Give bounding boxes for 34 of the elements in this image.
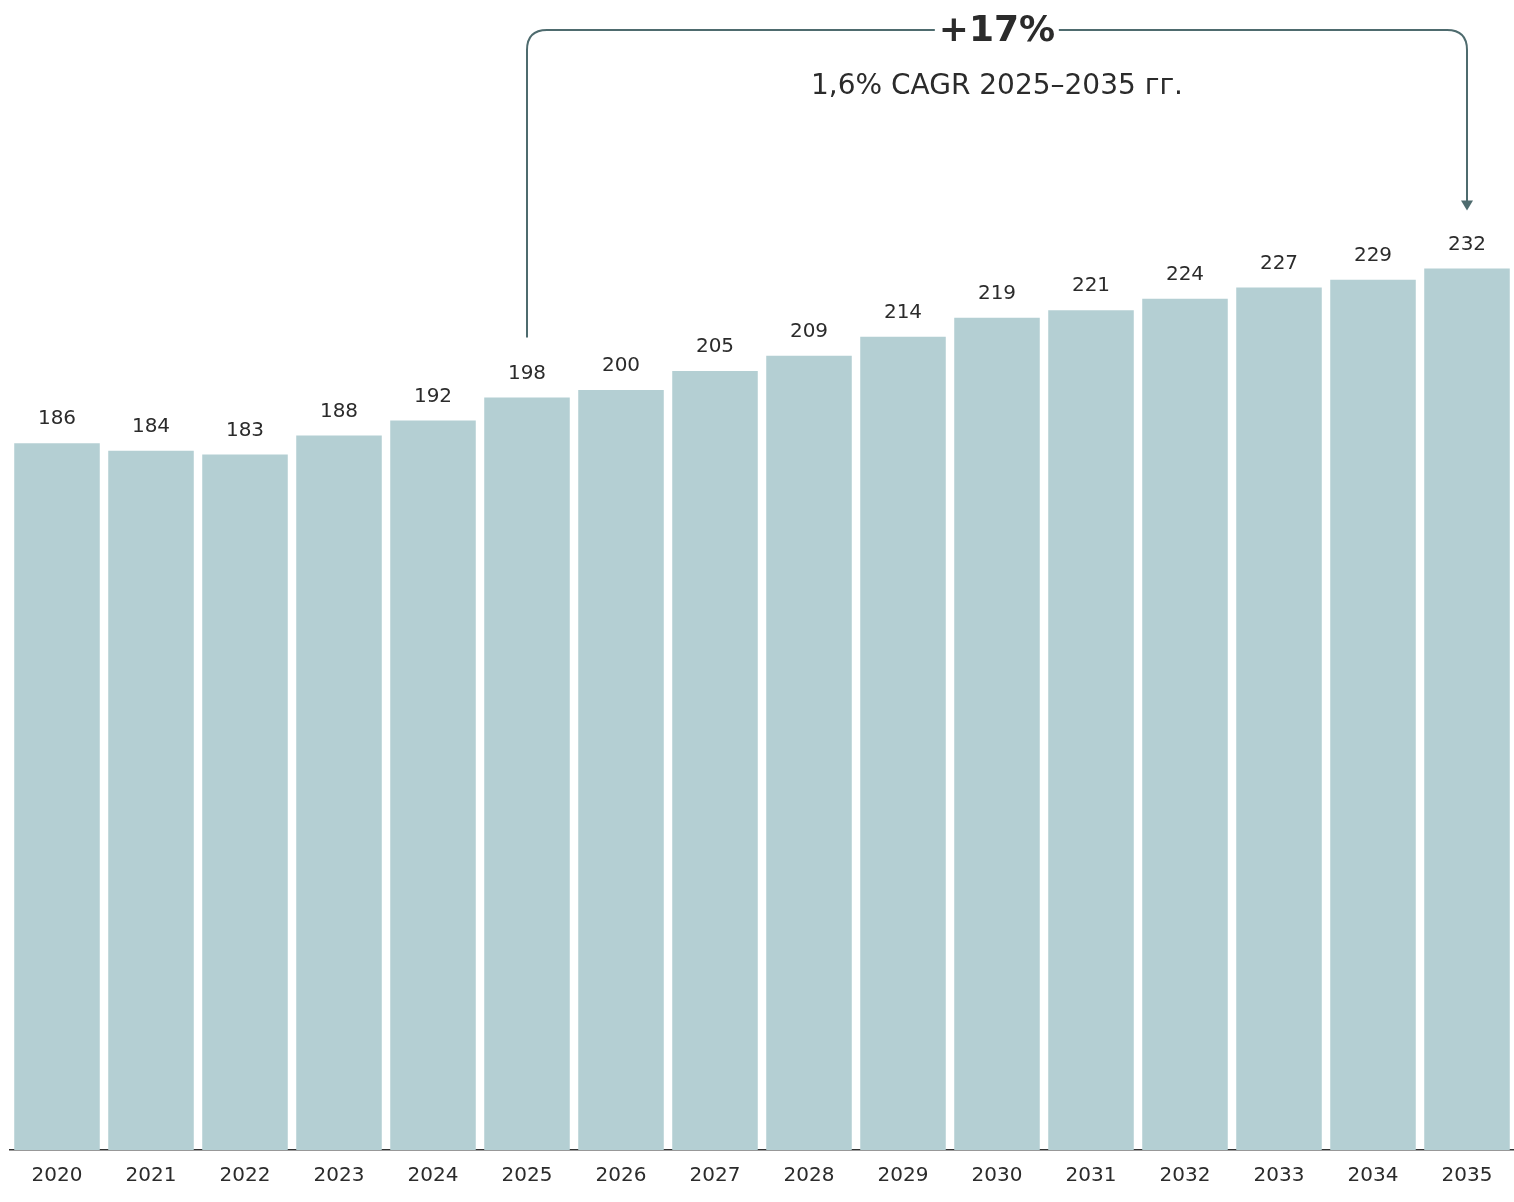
- x-tick-label: 2032: [1159, 1162, 1211, 1187]
- data-label: 221: [1071, 272, 1111, 297]
- data-label: 219: [977, 280, 1017, 304]
- data-label: 188: [319, 397, 359, 422]
- x-tick-label: 2025: [501, 1162, 553, 1187]
- x-tick-label: 2027: [689, 1162, 741, 1187]
- data-label: 224: [1165, 261, 1205, 285]
- x-tick-label: 2031: [1065, 1162, 1117, 1187]
- x-tick-label: 2026: [595, 1162, 647, 1187]
- x-tick-label: 2023: [313, 1162, 365, 1187]
- data-label: 198: [507, 359, 547, 384]
- data-label: 205: [695, 333, 735, 358]
- x-tick-label: 2022: [219, 1162, 271, 1187]
- data-label: 183: [225, 416, 265, 441]
- x-tick-label: 2028: [783, 1162, 835, 1187]
- data-label: 186: [37, 405, 77, 430]
- x-tick-label: 2020: [31, 1162, 83, 1187]
- data-label: 232: [1447, 230, 1487, 255]
- data-label: 200: [601, 352, 641, 377]
- x-tick-label: 2021: [125, 1162, 177, 1187]
- x-tick-label: 2024: [407, 1162, 459, 1187]
- data-label: 184: [131, 413, 171, 437]
- text: 1,6% CAGR 2025–2035 гг.: [810, 68, 1184, 101]
- data-label: 214: [883, 299, 923, 323]
- data-label: 227: [1259, 249, 1299, 274]
- data-label: 192: [413, 382, 453, 407]
- data-label: 209: [789, 318, 829, 342]
- data-label: 229: [1353, 242, 1393, 266]
- x-tick-label: 2035: [1441, 1162, 1493, 1187]
- x-tick-label: 2029: [877, 1162, 929, 1187]
- x-tick-label: 2030: [971, 1162, 1023, 1187]
- x-tick-label: 2033: [1253, 1162, 1305, 1187]
- text: +17%: [934, 8, 1060, 49]
- x-tick-label: 2034: [1347, 1162, 1399, 1187]
